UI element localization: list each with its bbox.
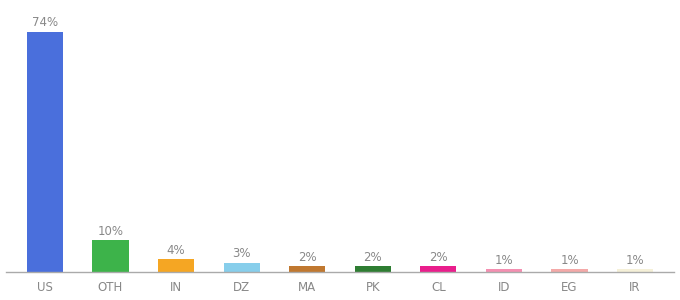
Bar	[27, 32, 63, 272]
Bar	[158, 260, 194, 272]
Bar	[420, 266, 456, 272]
Bar	[224, 263, 260, 272]
Bar	[92, 240, 129, 272]
Text: 2%: 2%	[298, 250, 316, 264]
Bar	[355, 266, 391, 272]
Bar	[289, 266, 325, 272]
Text: 74%: 74%	[32, 16, 58, 29]
Bar	[617, 269, 653, 272]
Text: 1%: 1%	[494, 254, 513, 267]
Text: 2%: 2%	[429, 250, 447, 264]
Text: 1%: 1%	[626, 254, 645, 267]
Text: 4%: 4%	[167, 244, 186, 257]
Bar	[551, 269, 588, 272]
Text: 1%: 1%	[560, 254, 579, 267]
Text: 10%: 10%	[97, 225, 124, 238]
Text: 3%: 3%	[233, 248, 251, 260]
Text: 2%: 2%	[364, 250, 382, 264]
Bar	[486, 269, 522, 272]
